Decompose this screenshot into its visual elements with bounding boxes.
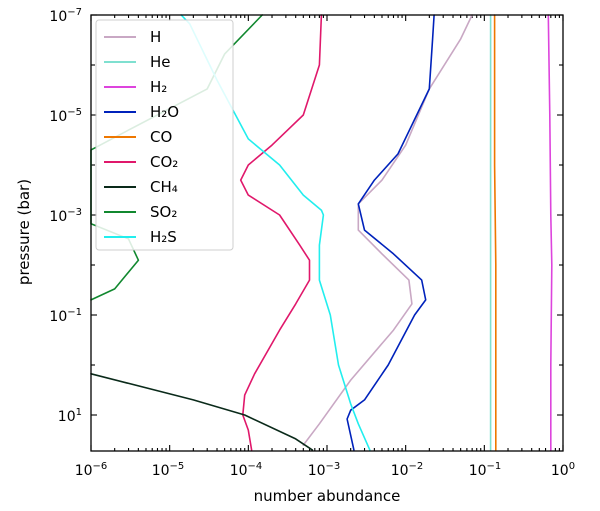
x-tick-label: 10−4 [230,461,263,479]
x-tick-exponent: −5 [170,461,185,472]
plot-lines [90,14,553,451]
legend-box [95,19,234,251]
y-tick-exponent: −1 [67,307,82,318]
series-line-co [493,14,497,451]
legend-item-co: CO [104,128,172,146]
y-axis-label: pressure (bar) [15,179,33,285]
legend-items: H He H₂ H₂O CO CO₂ CH₄ SO₂ H₂S [104,28,179,246]
y-tick-exponent: −5 [67,107,82,118]
legend-label: H [150,28,161,46]
x-tick-exponent: −1 [487,461,502,472]
legend-label: H₂O [150,103,179,121]
series-line-h2 [547,14,553,451]
x-tick-exponent: −6 [93,461,108,472]
x-tick-label: 10−2 [391,461,424,479]
x-tick-labels: 10−6 10−5 10−4 10−3 10−2 10−1 100 [75,461,575,479]
x-tick-exponent: −2 [409,461,424,472]
series-line-co2 [239,14,323,451]
x-tick-label: 100 [551,461,575,479]
legend-item-h: H [104,28,161,46]
legend-label: CO₂ [150,153,178,171]
y-tick-label: 10−5 [49,107,82,125]
legend-item-ch4: CH₄ [104,178,178,196]
y-tick-labels: 10−7 10−5 10−3 10−1 101 [49,7,82,425]
series-line-h2o [346,14,435,451]
legend-item-co2: CO₂ [104,153,178,171]
legend-item-he: He [104,53,171,71]
legend-label: H₂S [150,228,177,246]
y-tick-label: 10−1 [49,307,82,325]
legend-item-h2o: H₂O [104,103,179,121]
x-tick-label: 10−6 [75,461,108,479]
y-tick-label: 10−7 [49,7,82,25]
y-tick-label: 101 [58,407,82,425]
series-line-ch4 [90,372,314,451]
x-tick-exponent: 0 [569,461,575,472]
x-tick-label: 10−1 [469,461,502,479]
y-tick-exponent: −7 [67,7,82,18]
legend-item-h2s: H₂S [104,228,177,246]
legend-label: H₂ [150,78,167,96]
legend: H He H₂ H₂O CO CO₂ CH₄ SO₂ H₂S [95,19,234,251]
x-tick-label: 10−5 [152,461,185,479]
x-tick-label: 10−3 [308,461,341,479]
series-line-h [302,14,473,446]
legend-label: CO [150,128,172,146]
y-tick-exponent: 1 [76,407,82,418]
plot-frame [90,14,564,452]
legend-label: CH₄ [150,178,178,196]
x-axis-label: number abundance [254,487,401,505]
y-tick-exponent: −3 [67,207,82,218]
legend-label: He [150,53,171,71]
legend-item-so2: SO₂ [104,203,177,221]
y-tick-label: 10−3 [49,207,82,225]
legend-item-h2: H₂ [104,78,167,96]
x-tick-exponent: −3 [326,461,341,472]
x-tick-exponent: −4 [248,461,263,472]
legend-label: SO₂ [150,203,177,221]
